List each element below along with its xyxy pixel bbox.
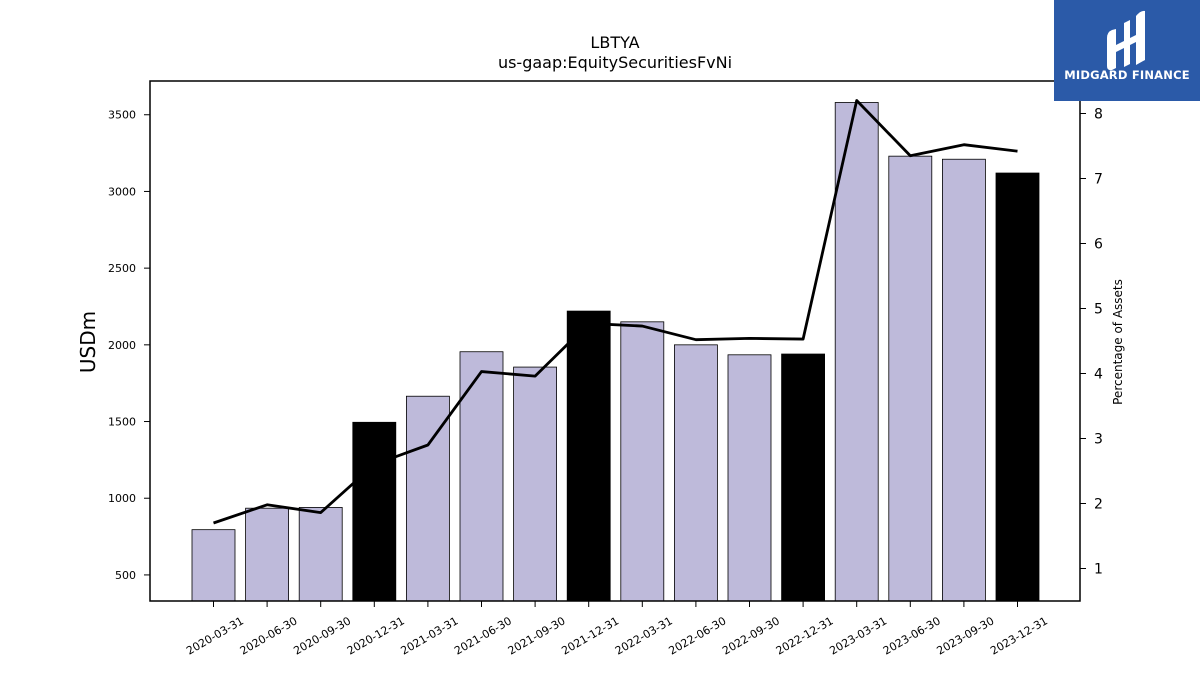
y-tick-label: 3000 — [108, 185, 136, 198]
x-tick-label: 2022-09-30 — [720, 614, 782, 657]
bars-group — [191, 102, 1040, 602]
x-tick-label: 2020-06-30 — [238, 614, 300, 657]
midgard-finance-logo: MIDGARD FINANCE — [1054, 0, 1200, 101]
y-tick-label: 3500 — [108, 109, 136, 122]
bar — [191, 529, 236, 602]
y-tick-label: 1000 — [108, 492, 136, 505]
bar — [352, 421, 397, 602]
y-tick-label: 500 — [115, 569, 136, 582]
x-tick-label: 2021-06-30 — [452, 614, 514, 657]
bar — [888, 155, 933, 602]
chart-title: LBTYA — [590, 33, 639, 52]
bar — [620, 321, 665, 602]
bar — [942, 158, 986, 602]
bar — [298, 507, 343, 602]
x-tick-label: 2021-03-31 — [399, 614, 461, 657]
x-tick-label: 2022-06-30 — [667, 614, 729, 657]
plot-frame — [149, 80, 1081, 602]
x-tick-label: 2023-12-31 — [988, 614, 1050, 657]
y2-tick-label: 5 — [1094, 302, 1103, 318]
bar — [727, 354, 772, 602]
percentage-line — [213, 99, 1018, 525]
bar — [459, 351, 504, 602]
x-tick-label: 2020-03-31 — [184, 614, 246, 657]
bar — [674, 344, 718, 602]
y-tick-label: 1500 — [108, 416, 136, 429]
y-axis-label: USDm — [76, 311, 100, 373]
x-tick-label: 2021-09-30 — [506, 614, 568, 657]
bar — [995, 172, 1040, 602]
chart-subtitle: us-gaap:EquitySecuritiesFvNi — [498, 53, 732, 72]
y2-tick-label: 4 — [1094, 367, 1103, 383]
y2-tick-label: 7 — [1094, 172, 1103, 188]
y2-tick-label: 8 — [1094, 107, 1103, 123]
bar — [513, 366, 557, 602]
y2-tick-label: 6 — [1094, 237, 1103, 253]
y2-tick-label: 3 — [1094, 432, 1103, 448]
x-tick-label: 2023-03-31 — [827, 614, 889, 657]
bar — [834, 102, 879, 602]
bar — [566, 310, 611, 602]
y2-tick-label: 1 — [1094, 562, 1103, 578]
x-tick-label: 2023-06-30 — [881, 614, 943, 657]
x-tick-label: 2020-12-31 — [345, 614, 407, 657]
y2-tick-label: 2 — [1094, 497, 1103, 513]
x-tick-label: 2022-12-31 — [774, 614, 836, 657]
logo-text: MIDGARD FINANCE — [1064, 68, 1190, 82]
y-tick-label: 2500 — [108, 262, 136, 275]
bar — [405, 395, 450, 602]
y2-axis-label: Percentage of Assets — [1111, 279, 1125, 405]
x-tick-label: 2021-12-31 — [559, 614, 621, 657]
x-tick-label: 2020-09-30 — [291, 614, 353, 657]
x-tick-label: 2023-09-30 — [935, 614, 997, 657]
bar — [781, 353, 825, 602]
x-tick-label: 2022-03-31 — [613, 614, 675, 657]
y-tick-label: 2000 — [108, 339, 136, 352]
bar — [245, 507, 290, 602]
logo-mark-icon — [1107, 10, 1145, 71]
line-group — [213, 99, 1018, 525]
